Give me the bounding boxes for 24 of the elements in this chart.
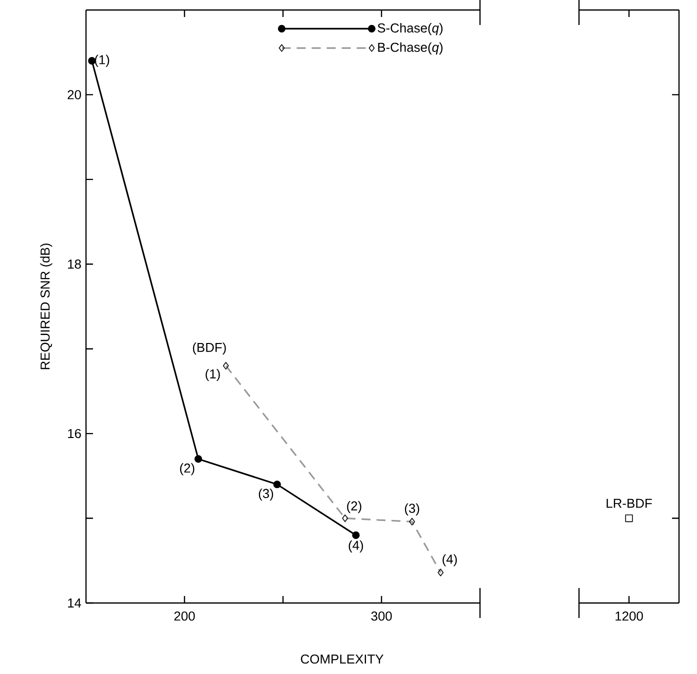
annotation: (2) bbox=[180, 463, 194, 476]
point bbox=[194, 455, 202, 463]
point bbox=[352, 531, 360, 540]
x-tick-label: 300 bbox=[371, 611, 392, 621]
annotation: (BDF) bbox=[192, 342, 226, 355]
point bbox=[273, 480, 281, 488]
x-tick-label: 200 bbox=[174, 611, 195, 621]
series-label: LR-BDF bbox=[606, 498, 652, 508]
annotation: (2) bbox=[347, 501, 362, 514]
x-tick-label: 1200 bbox=[616, 611, 643, 621]
y-tick-label: 16 bbox=[68, 428, 81, 438]
legend-label: B-Chase(q) bbox=[378, 42, 443, 54]
annotation: (3) bbox=[258, 488, 274, 501]
annotation: (4) bbox=[442, 554, 457, 566]
x-axis-title: COMPLEXITY bbox=[300, 654, 384, 664]
legend-label: S-Chase(q) bbox=[378, 23, 443, 36]
y-tick-label: 20 bbox=[68, 90, 81, 100]
annotation: (3) bbox=[404, 503, 420, 516]
annotation: (1) bbox=[94, 54, 110, 67]
y-tick-label: 14 bbox=[68, 598, 82, 608]
y-tick-label: 18 bbox=[68, 260, 81, 269]
y-axis-title: REQUIRED SNR (dB) bbox=[40, 244, 52, 370]
annotation: (4) bbox=[348, 540, 364, 552]
annotation: (1) bbox=[206, 368, 220, 382]
